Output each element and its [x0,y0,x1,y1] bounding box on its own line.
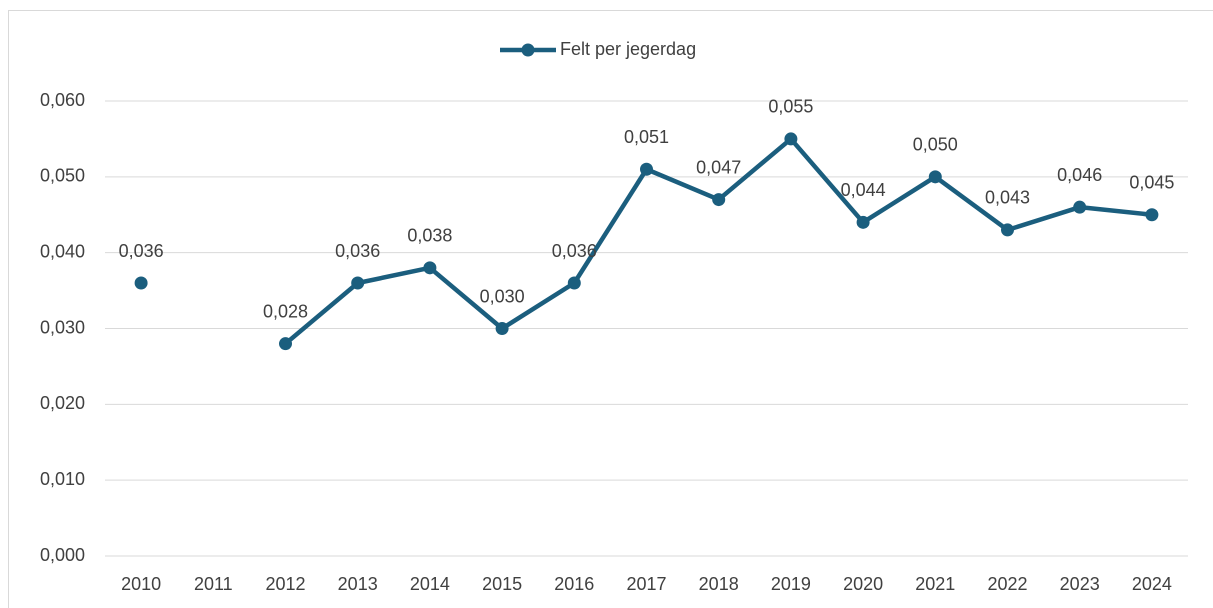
x-tick-label: 2019 [771,574,811,594]
x-tick-label: 2015 [482,574,522,594]
data-point [856,215,870,229]
data-point [134,276,148,290]
x-tick-label: 2013 [338,574,378,594]
data-label: 0,036 [552,241,597,261]
data-point [712,193,726,207]
data-point [1145,208,1159,222]
data-label: 0,055 [768,97,813,117]
data-point [1073,200,1087,214]
x-tick-label: 2010 [121,574,161,594]
y-tick-label: 0,000 [40,545,85,565]
data-point [1001,223,1014,237]
data-label: 0,047 [696,157,741,177]
x-tick-label: 2021 [915,574,955,594]
data-label: 0,051 [624,127,669,147]
x-tick-label: 2017 [626,574,666,594]
legend-marker [521,43,535,57]
x-tick-label: 2016 [554,574,594,594]
data-point [279,337,292,351]
data-label: 0,043 [985,188,1030,208]
data-label: 0,045 [1129,173,1174,193]
chart-border [8,10,1213,608]
data-label: 0,036 [335,241,380,261]
data-point [928,170,942,184]
y-tick-label: 0,010 [40,469,85,489]
x-tick-label: 2024 [1132,574,1172,594]
y-tick-label: 0,030 [40,317,85,337]
x-tick-label: 2023 [1060,574,1100,594]
data-label: 0,050 [913,135,958,155]
x-tick-label: 2020 [843,574,883,594]
data-label: 0,036 [119,241,164,261]
x-tick-label: 2014 [410,574,450,594]
data-point [351,276,365,290]
data-label: 0,046 [1057,165,1102,185]
x-tick-label: 2018 [699,574,739,594]
y-tick-label: 0,050 [40,166,85,186]
y-tick-label: 0,020 [40,393,85,413]
data-point [423,261,437,275]
x-tick-label: 2012 [265,574,305,594]
data-label: 0,044 [841,180,886,200]
y-tick-label: 0,040 [40,241,85,261]
data-point [640,162,653,176]
x-tick-label: 2022 [987,574,1027,594]
legend-label: Felt per jegerdag [560,39,696,59]
x-tick-label: 2011 [194,574,233,594]
data-label: 0,030 [480,286,525,306]
data-label: 0,038 [407,226,452,246]
data-point [567,276,581,290]
data-label: 0,028 [263,301,308,321]
y-tick-label: 0,060 [40,90,85,110]
data-point [784,132,798,146]
data-point [495,322,509,335]
